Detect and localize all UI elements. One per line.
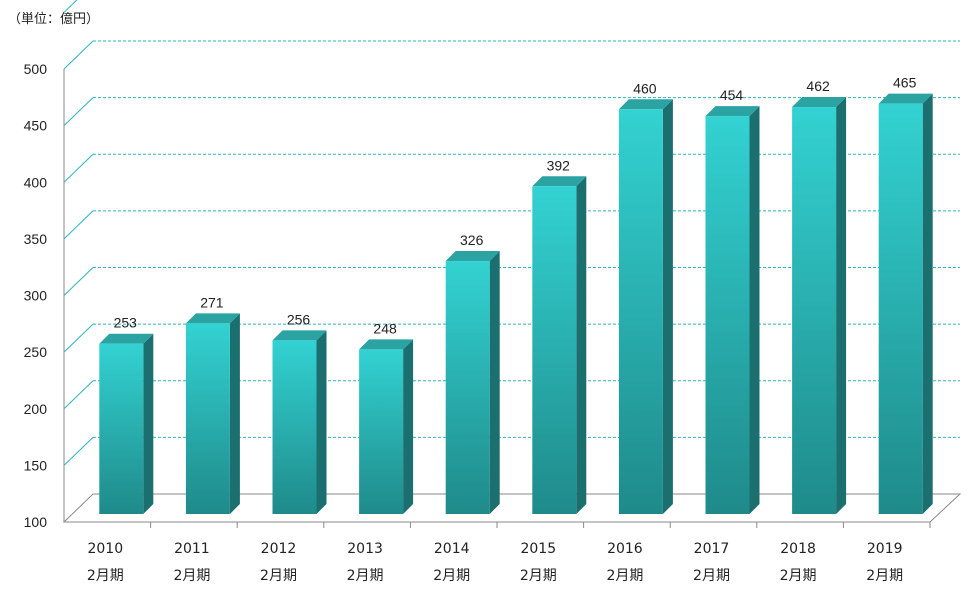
bar-side [403, 339, 414, 514]
y-tick-label: 150 [24, 457, 48, 473]
data-label: 256 [287, 311, 311, 327]
y-tick-label: 250 [24, 344, 48, 360]
bar [185, 313, 240, 514]
x-tick-label-year: 2019 [867, 541, 903, 557]
bar [445, 251, 500, 514]
gridline-side [63, 323, 94, 353]
bar-side [576, 176, 587, 514]
bar [359, 339, 414, 514]
x-tick-label-period: 2月期 [520, 568, 557, 584]
data-label: 454 [720, 87, 744, 103]
y-tick-label: 350 [24, 231, 48, 247]
gridline-side [63, 267, 94, 296]
x-tick-label-period: 2月期 [433, 568, 470, 584]
gridline-side [63, 380, 94, 410]
bar-side [662, 99, 673, 515]
bar-front [705, 116, 750, 514]
bar-top [532, 176, 587, 187]
x-tick-label-period: 2月期 [606, 568, 643, 584]
data-label: 253 [114, 315, 138, 331]
bar [618, 99, 673, 515]
bar [532, 176, 587, 514]
y-tick-label: 200 [24, 401, 48, 417]
bar [99, 333, 154, 514]
bar-front [272, 340, 317, 514]
x-tick-label-year: 2011 [174, 541, 210, 557]
x-tick-label-year: 2015 [520, 541, 556, 557]
bar-front [359, 349, 404, 514]
bar-front [185, 323, 230, 514]
bar-top [705, 106, 760, 117]
bar-top [359, 339, 414, 350]
label-layer: 100 150 200 250 300 350 400 450 500 253 2010 2月期 271… [24, 61, 917, 584]
unit-label: （単位：億円） [8, 12, 100, 27]
x-tick-label-period: 2月期 [693, 568, 730, 584]
bar-top [272, 330, 327, 341]
gridline-side [63, 40, 94, 70]
bar-front [532, 186, 577, 514]
data-label: 392 [547, 157, 571, 173]
bar-front [878, 103, 923, 514]
bar-top [99, 333, 154, 344]
bar-front [445, 261, 490, 514]
y-tick-label: 500 [24, 61, 48, 77]
bar-layer [99, 93, 933, 515]
data-label: 465 [893, 75, 917, 91]
x-tick-label-period: 2月期 [780, 568, 817, 584]
x-tick-label-year: 2014 [434, 541, 470, 557]
bar-side [489, 251, 500, 514]
x-tick-label-year: 2013 [347, 541, 383, 557]
data-label: 460 [633, 80, 657, 96]
bar-side [836, 97, 847, 514]
x-tick-label-year: 2017 [694, 541, 730, 557]
bar-side [749, 106, 760, 514]
x-tick-label-year: 2012 [261, 541, 297, 557]
bar-side [229, 313, 240, 514]
gridline-side [63, 210, 94, 240]
y-tick-label: 300 [24, 288, 48, 304]
bar-front [99, 343, 144, 514]
bar-top [445, 251, 500, 262]
data-label: 462 [806, 78, 830, 94]
y-tick-label: 400 [24, 174, 48, 190]
bar [792, 97, 847, 514]
x-tick-label-period: 2月期 [347, 568, 384, 584]
x-tick-label-period: 2月期 [866, 568, 903, 584]
x-tick-label-period: 2月期 [173, 568, 210, 584]
bar-side [316, 330, 327, 514]
gridline-side [63, 97, 94, 126]
bar-top [618, 99, 673, 110]
bar-top [185, 313, 240, 324]
bar-top [878, 93, 933, 104]
x-tick-label-year: 2016 [607, 541, 643, 557]
bar-top [792, 97, 847, 108]
bar-front [792, 107, 837, 514]
bar [272, 330, 327, 514]
x-tick-label-period: 2月期 [260, 568, 297, 584]
x-tick-label-year: 2018 [780, 541, 816, 557]
x-tick-label-year: 2010 [87, 541, 123, 557]
data-label: 326 [460, 232, 484, 248]
gridline-side [63, 153, 94, 183]
data-label: 248 [373, 320, 397, 336]
gridline-side [63, 437, 94, 466]
data-label: 271 [200, 294, 224, 310]
gridline-side [63, 0, 78, 13]
y-tick-label: 100 [24, 514, 48, 530]
bar-side [143, 333, 154, 514]
bar [878, 93, 933, 514]
bar-front [618, 109, 663, 515]
bar [705, 106, 760, 514]
x-tick-label-period: 2月期 [87, 568, 124, 584]
bar-side [922, 93, 933, 514]
y-tick-label: 450 [24, 118, 48, 134]
